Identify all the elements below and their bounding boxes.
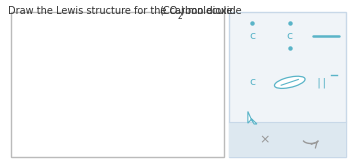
Text: ×: ×	[259, 133, 269, 146]
Text: c: c	[287, 31, 293, 41]
Text: c: c	[249, 31, 256, 41]
Bar	[229, 12, 346, 157]
Polygon shape	[248, 112, 257, 124]
Bar	[11, 12, 224, 157]
Text: ||: ||	[316, 77, 328, 88]
Text: ) molecule.: ) molecule.	[181, 6, 235, 16]
Text: Draw the Lewis structure for the carbon dioxide: Draw the Lewis structure for the carbon …	[8, 6, 244, 16]
Text: c: c	[249, 77, 256, 87]
Bar	[229, 122, 346, 157]
Text: (CO: (CO	[159, 6, 177, 16]
Text: 2: 2	[177, 12, 182, 21]
Ellipse shape	[274, 76, 305, 88]
